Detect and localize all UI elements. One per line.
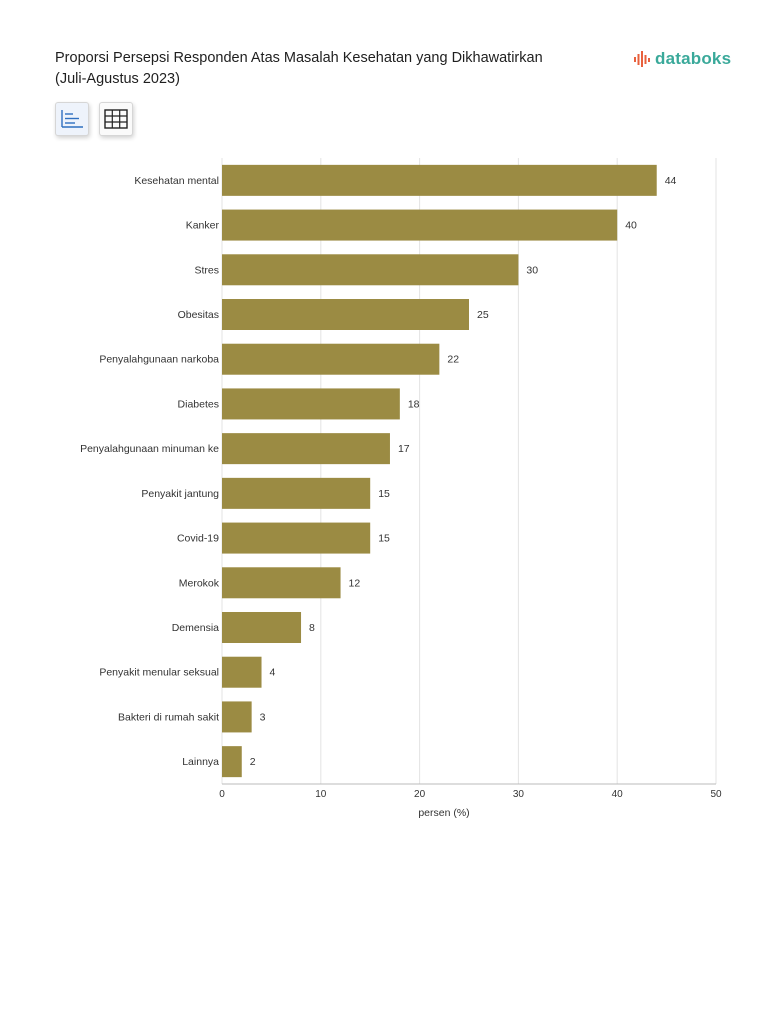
x-tick-label: 20 — [414, 789, 426, 800]
chart-title: Proporsi Persepsi Responden Atas Masalah… — [55, 48, 575, 90]
bar — [222, 612, 302, 643]
category-label: Kesehatan mental — [134, 175, 219, 187]
bar — [222, 433, 390, 465]
bar — [222, 209, 618, 241]
value-label: 15 — [378, 488, 390, 500]
x-tick-label: 50 — [710, 789, 722, 800]
value-label: 44 — [665, 175, 677, 187]
category-label: Merokok — [179, 577, 220, 589]
value-label: 25 — [477, 309, 489, 321]
category-label: Covid-19 — [177, 533, 219, 545]
bar — [222, 299, 469, 330]
databoks-logo: databoks — [634, 49, 731, 69]
bar — [222, 164, 657, 196]
category-label: Obesitas — [178, 309, 219, 321]
value-label: 17 — [398, 443, 410, 455]
value-label: 3 — [260, 711, 266, 723]
category-label: Bakteri di rumah sakit — [118, 711, 219, 723]
x-axis-title: persen (%) — [418, 807, 469, 819]
view-toolbar — [55, 102, 133, 136]
bar — [222, 701, 252, 733]
table-grid-icon — [104, 109, 128, 129]
x-tick-label: 40 — [612, 789, 624, 800]
table-view-button[interactable] — [99, 102, 133, 136]
value-label: 4 — [270, 667, 276, 679]
value-label: 22 — [447, 354, 459, 366]
value-label: 40 — [625, 220, 637, 232]
value-label: 18 — [408, 398, 420, 410]
bar — [222, 522, 371, 554]
value-label: 15 — [378, 533, 390, 545]
x-tick-label: 0 — [219, 789, 225, 800]
bar-chart-icon — [61, 110, 83, 128]
category-label: Penyalahgunaan narkoba — [99, 354, 219, 366]
value-label: 30 — [526, 264, 538, 276]
category-label: Penyakit jantung — [141, 488, 219, 500]
value-label: 2 — [250, 756, 256, 768]
bar — [222, 477, 371, 509]
chart-title-line2: (Juli-Agustus 2023) — [55, 71, 180, 87]
chart-title-line1: Proporsi Persepsi Responden Atas Masalah… — [55, 50, 543, 66]
category-label: Stres — [194, 264, 219, 276]
category-label: Lainnya — [182, 756, 219, 768]
category-label: Demensia — [172, 622, 219, 634]
category-label: Kanker — [186, 220, 220, 232]
chart-header: Proporsi Persepsi Responden Atas Masalah… — [55, 48, 575, 90]
value-label: 12 — [349, 577, 361, 589]
category-label: Diabetes — [178, 398, 219, 410]
category-label: Penyakit menular seksual — [99, 667, 219, 679]
category-label: Penyalahgunaan minuman ke — [80, 443, 219, 455]
databoks-logo-text: databoks — [655, 49, 732, 68]
databoks-logo-icon — [634, 51, 650, 67]
x-tick-label: 10 — [315, 789, 327, 800]
bar — [222, 656, 262, 688]
bar — [222, 388, 400, 420]
bar — [222, 343, 440, 375]
value-label: 8 — [309, 622, 315, 634]
chart-view-button[interactable] — [55, 102, 89, 136]
bar — [222, 746, 242, 778]
bar — [222, 567, 341, 599]
bar — [222, 254, 519, 286]
x-tick-label: 30 — [513, 789, 525, 800]
